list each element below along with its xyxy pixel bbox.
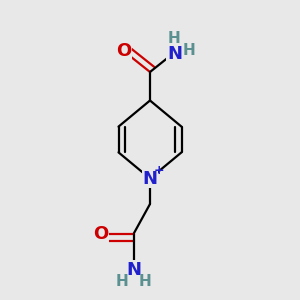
Text: H: H — [183, 44, 195, 59]
Text: N: N — [126, 261, 141, 279]
Text: H: H — [116, 274, 128, 290]
Text: O: O — [93, 225, 108, 243]
Text: +: + — [154, 164, 164, 177]
Text: H: H — [139, 274, 152, 290]
Text: N: N — [167, 45, 182, 63]
Text: H: H — [168, 31, 180, 46]
Text: O: O — [116, 42, 131, 60]
Text: N: N — [142, 169, 158, 188]
